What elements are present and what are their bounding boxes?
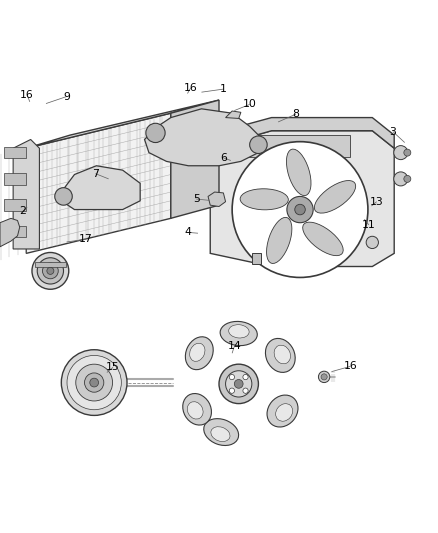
Text: 8: 8 <box>293 109 300 119</box>
Polygon shape <box>4 199 26 211</box>
Ellipse shape <box>267 395 298 427</box>
Polygon shape <box>241 135 350 157</box>
Ellipse shape <box>204 418 239 446</box>
Polygon shape <box>26 100 219 148</box>
Text: 3: 3 <box>389 127 396 136</box>
Ellipse shape <box>220 321 257 345</box>
Text: 7: 7 <box>92 168 99 179</box>
Polygon shape <box>61 166 140 209</box>
Circle shape <box>85 373 104 392</box>
Polygon shape <box>210 131 394 266</box>
Ellipse shape <box>229 325 249 338</box>
Circle shape <box>321 374 327 380</box>
Circle shape <box>229 388 234 393</box>
Circle shape <box>295 204 305 215</box>
Text: 15: 15 <box>106 362 120 372</box>
Circle shape <box>219 364 258 403</box>
Circle shape <box>234 379 243 388</box>
Ellipse shape <box>267 217 292 263</box>
Circle shape <box>37 258 64 284</box>
Polygon shape <box>4 147 26 158</box>
Text: 10: 10 <box>243 100 257 109</box>
Circle shape <box>404 149 411 156</box>
Text: 1: 1 <box>220 84 227 94</box>
Polygon shape <box>171 100 219 219</box>
Polygon shape <box>4 173 26 184</box>
Ellipse shape <box>240 189 288 210</box>
Circle shape <box>250 136 267 154</box>
Text: 5: 5 <box>193 194 200 204</box>
Circle shape <box>318 371 330 383</box>
Circle shape <box>47 268 54 274</box>
Text: 4: 4 <box>184 228 191 237</box>
Text: 14: 14 <box>227 341 241 351</box>
Circle shape <box>55 188 72 205</box>
Circle shape <box>61 350 127 415</box>
Circle shape <box>366 236 378 248</box>
Text: 2: 2 <box>19 206 26 216</box>
Ellipse shape <box>286 149 311 196</box>
Polygon shape <box>0 219 20 247</box>
Ellipse shape <box>314 181 356 213</box>
Polygon shape <box>208 192 226 206</box>
Ellipse shape <box>265 338 295 373</box>
Circle shape <box>232 142 368 278</box>
Circle shape <box>146 123 165 142</box>
Text: 9: 9 <box>63 92 70 102</box>
Polygon shape <box>26 113 171 253</box>
Ellipse shape <box>276 403 293 421</box>
Ellipse shape <box>185 337 213 370</box>
Circle shape <box>32 253 69 289</box>
Text: 11: 11 <box>362 220 376 230</box>
Text: 6: 6 <box>220 153 227 163</box>
Polygon shape <box>145 109 263 166</box>
Circle shape <box>394 172 408 186</box>
Circle shape <box>90 378 99 387</box>
Polygon shape <box>210 118 394 148</box>
Circle shape <box>394 146 408 159</box>
Circle shape <box>229 375 234 379</box>
Ellipse shape <box>183 393 212 425</box>
Text: HHHHHH: HHHHHH <box>284 143 307 148</box>
Circle shape <box>243 375 248 379</box>
Ellipse shape <box>274 345 290 364</box>
Text: 16: 16 <box>343 361 357 372</box>
Circle shape <box>404 175 411 182</box>
Ellipse shape <box>303 222 343 256</box>
Polygon shape <box>13 140 39 249</box>
Polygon shape <box>4 226 26 237</box>
Text: 17: 17 <box>78 235 92 244</box>
Text: 13: 13 <box>370 197 384 207</box>
Circle shape <box>76 364 113 401</box>
Ellipse shape <box>190 343 205 361</box>
Circle shape <box>42 263 58 279</box>
Polygon shape <box>226 111 241 118</box>
Circle shape <box>287 197 313 223</box>
Polygon shape <box>252 253 261 264</box>
Circle shape <box>67 356 121 410</box>
Polygon shape <box>35 262 66 268</box>
Ellipse shape <box>187 402 203 419</box>
Circle shape <box>226 371 252 397</box>
Text: 16: 16 <box>184 83 198 93</box>
Circle shape <box>243 388 248 393</box>
Ellipse shape <box>211 427 230 441</box>
Text: 16: 16 <box>20 90 34 100</box>
